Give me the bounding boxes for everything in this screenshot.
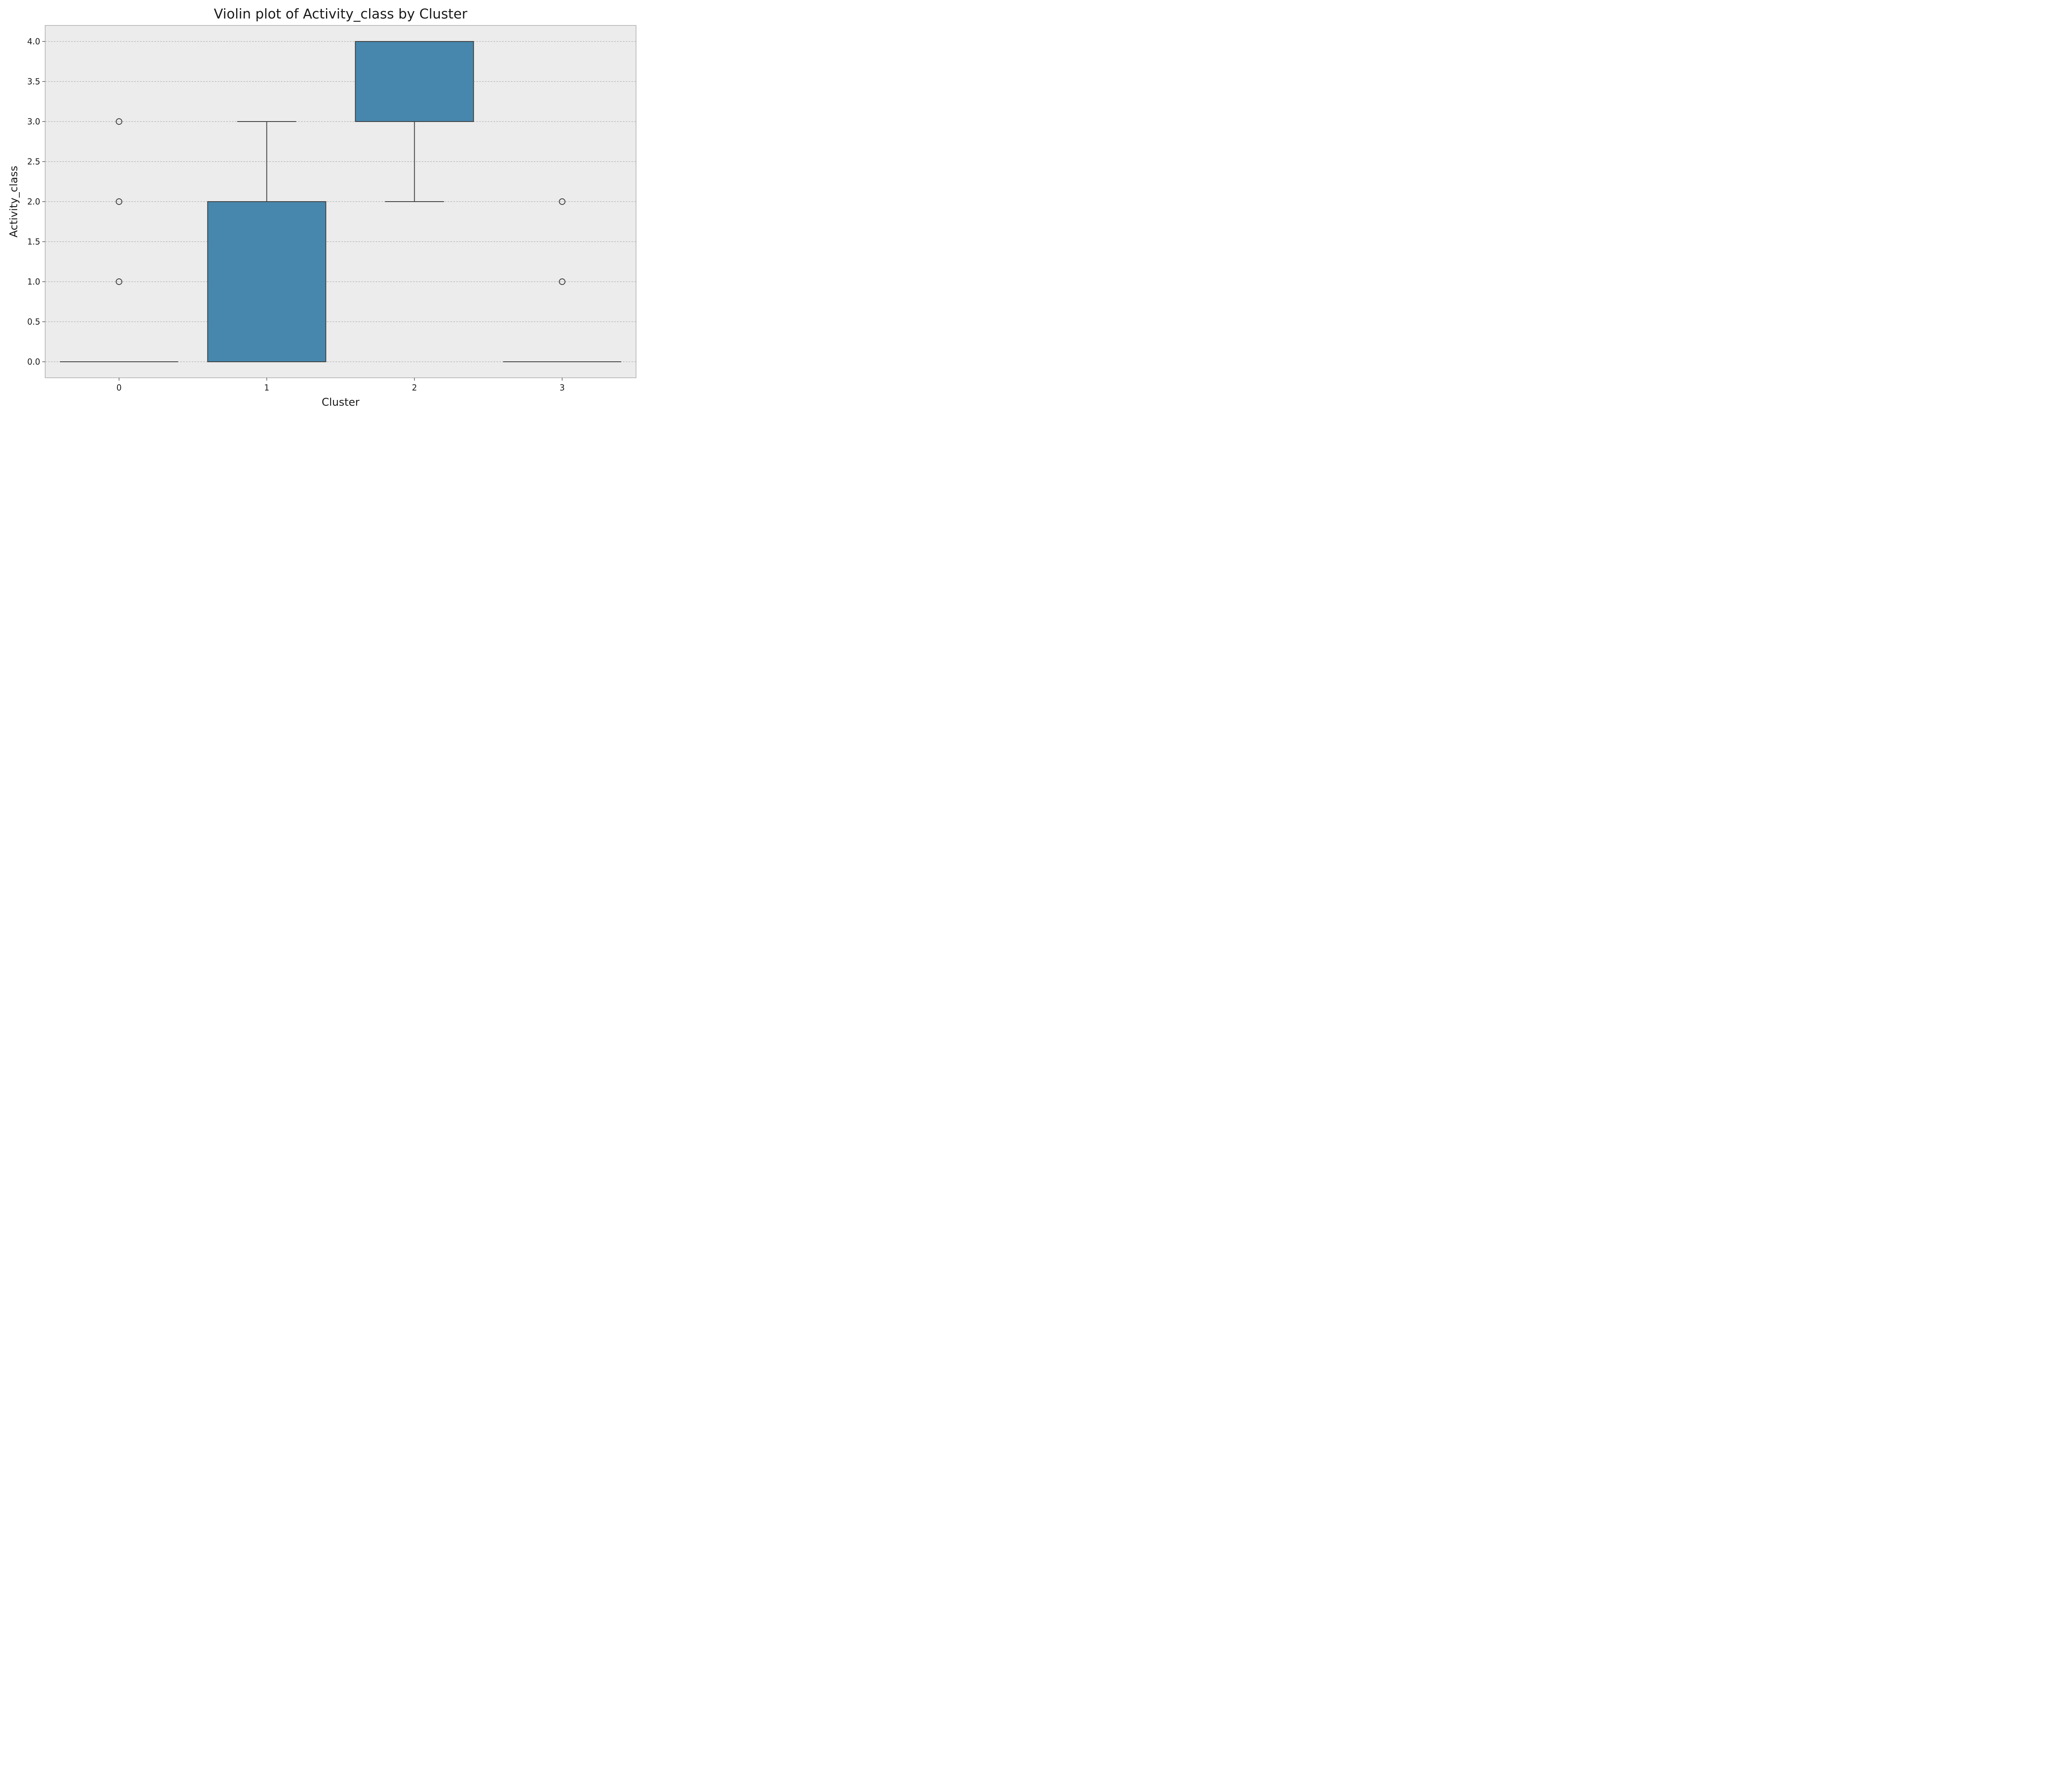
y-tick-label: 3.0 <box>27 117 40 126</box>
chart-figure: 0.0 0.5 1.0 1.5 2.0 2.5 3.0 3.5 4.0 0 1 2 3 Violin p… <box>0 0 643 416</box>
y-axis-label: Activity_class <box>8 166 20 238</box>
box-layer <box>60 41 622 362</box>
y-tick-label: 1.5 <box>27 237 40 247</box>
x-tick-label: 0 <box>117 383 122 393</box>
x-axis-label: Cluster <box>321 396 360 409</box>
grid-lines <box>45 41 636 362</box>
tick-layer: 0.0 0.5 1.0 1.5 2.0 2.5 3.0 3.5 4.0 0 1 2 3 <box>27 37 565 393</box>
y-tick-label: 1.0 <box>27 277 40 287</box>
outlier-point <box>115 278 122 285</box>
box-body <box>207 201 326 362</box>
y-tick-label: 3.5 <box>27 77 40 87</box>
y-tick-label: 2.5 <box>27 157 40 167</box>
outlier-point <box>115 118 122 125</box>
box-body <box>355 41 474 122</box>
outlier-point <box>559 278 566 285</box>
box-cluster-2 <box>355 41 474 202</box>
x-tick-label: 1 <box>264 383 269 393</box>
y-tick-label: 4.0 <box>27 37 40 46</box>
y-tick-label: 2.0 <box>27 197 40 207</box>
y-tick-label: 0.0 <box>27 357 40 367</box>
outlier-point <box>115 198 122 205</box>
chart-title: Violin plot of Activity_class by Cluster <box>214 6 468 22</box>
box-cluster-1 <box>207 121 326 362</box>
chart-canvas: 0.0 0.5 1.0 1.5 2.0 2.5 3.0 3.5 4.0 0 1 2 3 Violin p… <box>8 6 636 409</box>
box-cluster-0 <box>60 118 178 362</box>
x-tick-label: 3 <box>560 383 565 393</box>
y-tick-label: 0.5 <box>27 317 40 327</box>
box-cluster-3 <box>503 198 622 362</box>
plot-area <box>45 25 636 378</box>
x-tick-label: 2 <box>412 383 417 393</box>
outlier-point <box>559 198 566 205</box>
